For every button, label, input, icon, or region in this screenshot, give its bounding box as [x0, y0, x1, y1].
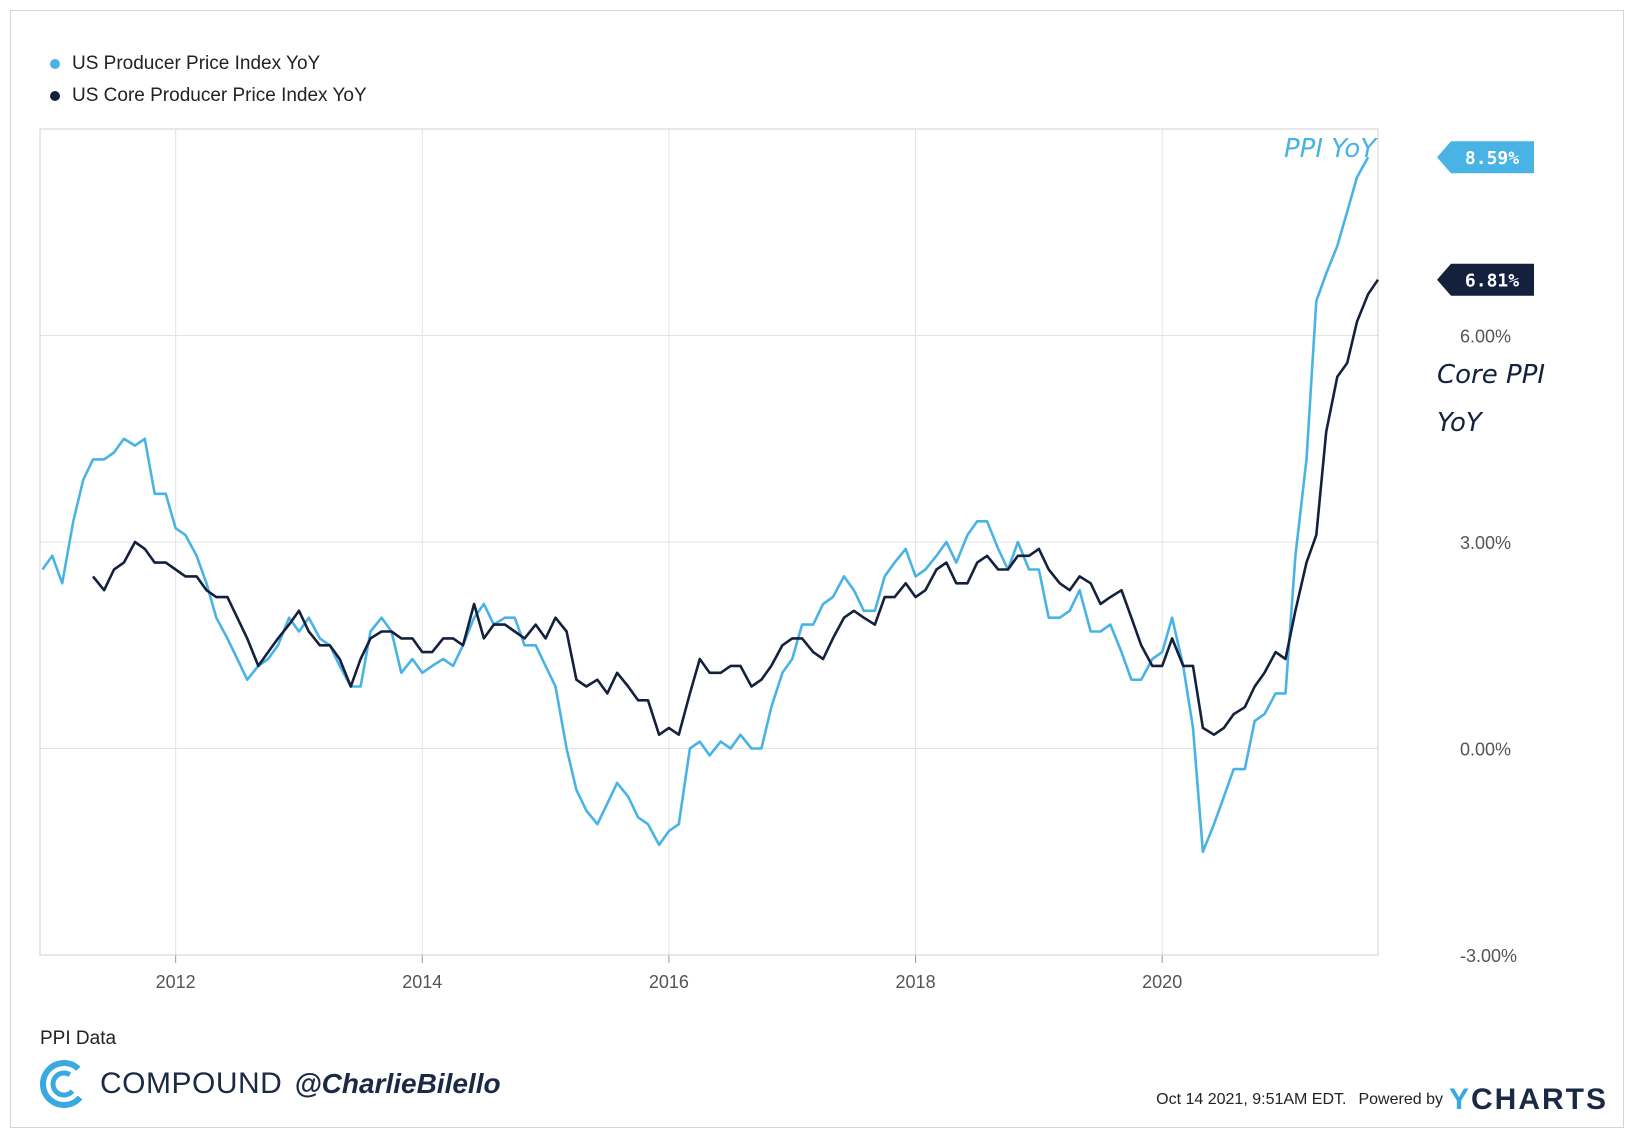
callout-tag [1437, 141, 1534, 174]
annotation-core-ppi-line2: YoY [1437, 408, 1484, 438]
ycharts-logo[interactable]: YCHARTS [1449, 1083, 1608, 1117]
callout-tag [1437, 263, 1534, 296]
legend-item-core-ppi[interactable]: US Core Producer Price Index YoY [50, 80, 367, 112]
callout-value: 6.81% [1465, 271, 1519, 292]
source-label: PPI Data [40, 1028, 117, 1049]
y-tick-label: 0.00% [1460, 740, 1511, 760]
series-line-ppi [41, 156, 1370, 854]
x-tick-label: 2012 [156, 972, 196, 992]
legend-item-ppi[interactable]: US Producer Price Index YoY [50, 48, 367, 80]
series-line-core-ppi [91, 278, 1380, 736]
ycharts-logo-y: Y [1448, 1083, 1471, 1116]
plot-area [39, 128, 1379, 956]
callout-ppi: 8.59% [1437, 141, 1534, 174]
brand-handle[interactable]: @CharlieBilello [294, 1068, 501, 1099]
end-value-callouts: 8.59% 6.81% [1437, 141, 1534, 296]
y-tick-label: 3.00% [1460, 533, 1511, 553]
legend-swatch-core-ppi [50, 91, 60, 101]
grid [40, 129, 1378, 963]
x-tick-label: 2014 [402, 972, 442, 992]
chart-frame [10, 10, 1624, 1128]
legend-swatch-ppi [50, 59, 60, 69]
legend: US Producer Price Index YoY US Core Prod… [50, 48, 367, 112]
callout-value: 8.59% [1465, 148, 1519, 169]
callout-core-ppi: 6.81% [1437, 263, 1534, 296]
timestamp: Oct 14 2021, 9:51AM EDT. [1156, 1091, 1347, 1108]
x-tick-label: 2018 [896, 972, 936, 992]
annotation-core-ppi-line1: Core PPI [1437, 360, 1545, 390]
series-layer [41, 156, 1380, 854]
compound-brand: COMPOUND @CharlieBilello [38, 1058, 501, 1110]
ycharts-logo-text: CHARTS [1471, 1083, 1608, 1116]
x-tick-label: 2016 [649, 972, 689, 992]
powered-by-label: Powered by [1358, 1091, 1443, 1108]
y-tick-label: -3.00% [1460, 946, 1517, 966]
axis-labels: -3.00% 0.00% 3.00% 6.00% 2012 2014 2016 2018 202… [156, 327, 1517, 993]
legend-label-core-ppi: US Core Producer Price Index YoY [72, 85, 367, 106]
footer-stamp: Oct 14 2021, 9:51AM EDT. Powered by YCHA… [1156, 1083, 1608, 1117]
legend-label-ppi: US Producer Price Index YoY [72, 53, 321, 74]
compound-logo-icon [40, 1060, 88, 1108]
annotation-ppi-yoy: PPI YoY [1284, 134, 1378, 164]
y-tick-label: 6.00% [1460, 327, 1511, 347]
x-tick-label: 2020 [1142, 972, 1182, 992]
brand-name: COMPOUND [100, 1067, 283, 1100]
